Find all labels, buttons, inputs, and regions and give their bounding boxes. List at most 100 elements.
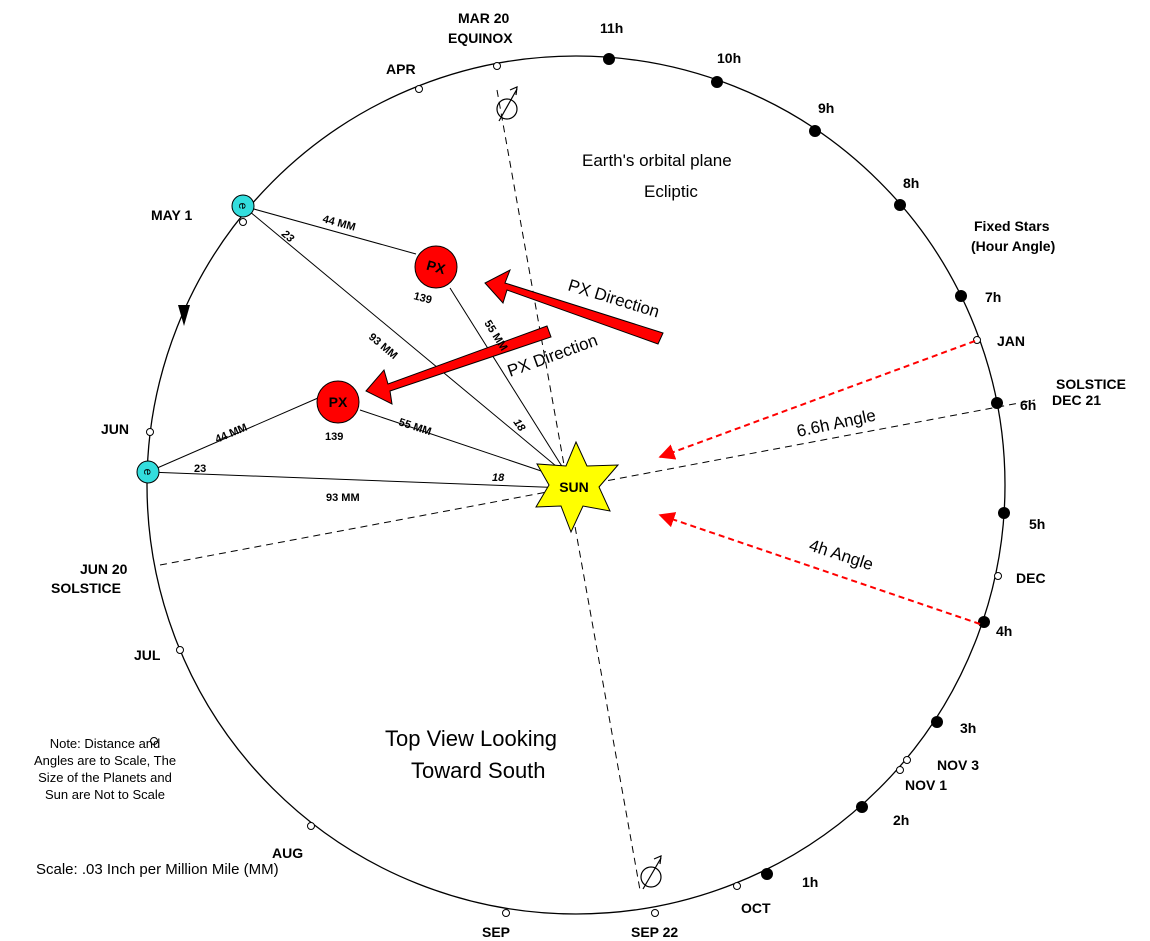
marker-nov1 <box>896 766 904 774</box>
label-sep22: SEP 22 <box>631 924 678 940</box>
marker-dec <box>994 572 1002 580</box>
dist-139-upper: 139 <box>412 290 433 306</box>
hour-dot-10h <box>711 76 723 88</box>
hour-label-7h: 7h <box>985 289 1001 305</box>
marker-may1 <box>239 218 247 226</box>
text-top-view-1: Top View Looking <box>385 726 557 751</box>
hour-label-3h: 3h <box>960 720 976 736</box>
hour-label-8h: 8h <box>903 175 919 191</box>
scale-note: Note: Distance and Angles are to Scale, … <box>34 736 176 802</box>
orbit-direction-arrow <box>178 305 190 326</box>
label-equinox: EQUINOX <box>448 30 513 46</box>
hour-label-2h: 2h <box>893 812 909 828</box>
hour-dot-6h <box>991 397 1003 409</box>
label-nov3: NOV 3 <box>937 757 979 773</box>
px-direction-arrow-upper <box>484 268 664 345</box>
hour-label-1h: 1h <box>802 874 818 890</box>
label-dec21: DEC 21 <box>1052 392 1101 408</box>
planet-symbol-bottom <box>640 855 662 890</box>
hour-labels: 11h 10h 9h 8h 7h 6h 5h 4h 3h 2h 1h <box>600 20 1045 890</box>
text-orbital-plane: Earth's orbital plane <box>582 151 732 170</box>
hour-dot-11h <box>603 53 615 65</box>
dist-93-lower: 93 MM <box>326 492 360 504</box>
px-label-lower: PX <box>329 394 348 410</box>
label-jun-solstice: SOLSTICE <box>51 580 121 596</box>
label-jul: JUL <box>134 647 161 663</box>
marker-jun <box>146 428 154 436</box>
label-jun20: JUN 20 <box>80 561 128 577</box>
angle-arrow-jan <box>658 340 976 460</box>
px-planet-upper <box>414 245 458 289</box>
marker-jan <box>973 336 981 344</box>
sun-star <box>535 440 620 534</box>
label-jan: JAN <box>997 333 1025 349</box>
hour-label-6h: 6h <box>1020 397 1036 413</box>
hour-label-9h: 9h <box>818 100 834 116</box>
text-angle-66: 6.6h Angle <box>795 406 878 441</box>
hour-label-11h: 11h <box>600 20 623 36</box>
line-px-sun-upper <box>449 287 569 477</box>
dist-139-lower: 139 <box>325 431 343 443</box>
line-earth-px-lower <box>147 397 319 473</box>
px-planet-lower <box>316 380 360 424</box>
scale-text: Scale: .03 Inch per Million Mile (MM) <box>36 861 279 878</box>
marker-apr <box>415 85 423 93</box>
sun-label: SUN <box>559 479 589 495</box>
hour-dot-5h <box>998 507 1010 519</box>
line-earth-sun-upper <box>242 205 569 477</box>
marker-sep22 <box>651 909 659 917</box>
month-markers <box>146 62 1002 917</box>
marker-aug <box>307 822 315 830</box>
earth-label-lower: e <box>141 469 155 476</box>
note-line-4: Sun are Not to Scale <box>45 787 165 802</box>
angle-arrow-4h <box>658 512 981 625</box>
hour-dot-1h <box>761 868 773 880</box>
text-top-view-2: Toward South <box>411 758 546 783</box>
earth-orbit-circle <box>146 55 1006 915</box>
earth-upper <box>231 194 255 218</box>
marker-sep <box>502 909 510 917</box>
label-dec: DEC <box>1016 570 1046 586</box>
dist-18-lower: 18 <box>492 472 505 484</box>
text-ecliptic: Ecliptic <box>644 182 698 201</box>
label-hour-angle: (Hour Angle) <box>971 238 1055 254</box>
px-direction-arrow-lower <box>365 325 552 405</box>
label-fixed-stars: Fixed Stars <box>974 218 1050 234</box>
marker-nov3 <box>903 756 911 764</box>
hour-dot-7h <box>955 290 967 302</box>
label-aug: AUG <box>272 845 303 861</box>
line-earth-sun-lower <box>147 471 569 489</box>
label-jun: JUN <box>101 421 129 437</box>
note-line-2: Angles are to Scale, The <box>34 753 176 768</box>
marker-mar20 <box>493 62 501 70</box>
hour-markers <box>603 53 1010 880</box>
hour-label-10h: 10h <box>717 50 741 66</box>
hour-dot-2h <box>856 801 868 813</box>
hour-label-5h: 5h <box>1029 516 1045 532</box>
dist-93-upper: 93 MM <box>366 331 399 362</box>
note-line-1: Note: Distance and <box>50 736 161 751</box>
px-label-upper: PX <box>425 257 448 277</box>
dist-18-upper: 18 <box>511 417 528 435</box>
earth-label-upper: e <box>236 203 250 210</box>
label-mar20: MAR 20 <box>458 10 510 26</box>
marker-scale <box>150 737 158 745</box>
hour-dot-4h <box>978 616 990 628</box>
dist-55-lower: 55 MM <box>397 416 433 438</box>
hour-dot-3h <box>931 716 943 728</box>
marker-jul <box>176 646 184 654</box>
line-px-sun-lower <box>359 409 569 481</box>
hour-dot-9h <box>809 125 821 137</box>
planet-symbol-top <box>496 86 518 122</box>
dist-44-upper: 44 MM <box>321 213 357 233</box>
label-oct: OCT <box>741 900 771 916</box>
label-nov1: NOV 1 <box>905 777 947 793</box>
hour-label-4h: 4h <box>996 623 1012 639</box>
earth-lower <box>136 460 160 484</box>
marker-oct <box>733 882 741 890</box>
dist-23-lower: 23 <box>194 463 206 475</box>
label-solstice: SOLSTICE <box>1056 376 1126 392</box>
hour-dot-8h <box>894 199 906 211</box>
line-earth-px-upper <box>242 205 417 255</box>
